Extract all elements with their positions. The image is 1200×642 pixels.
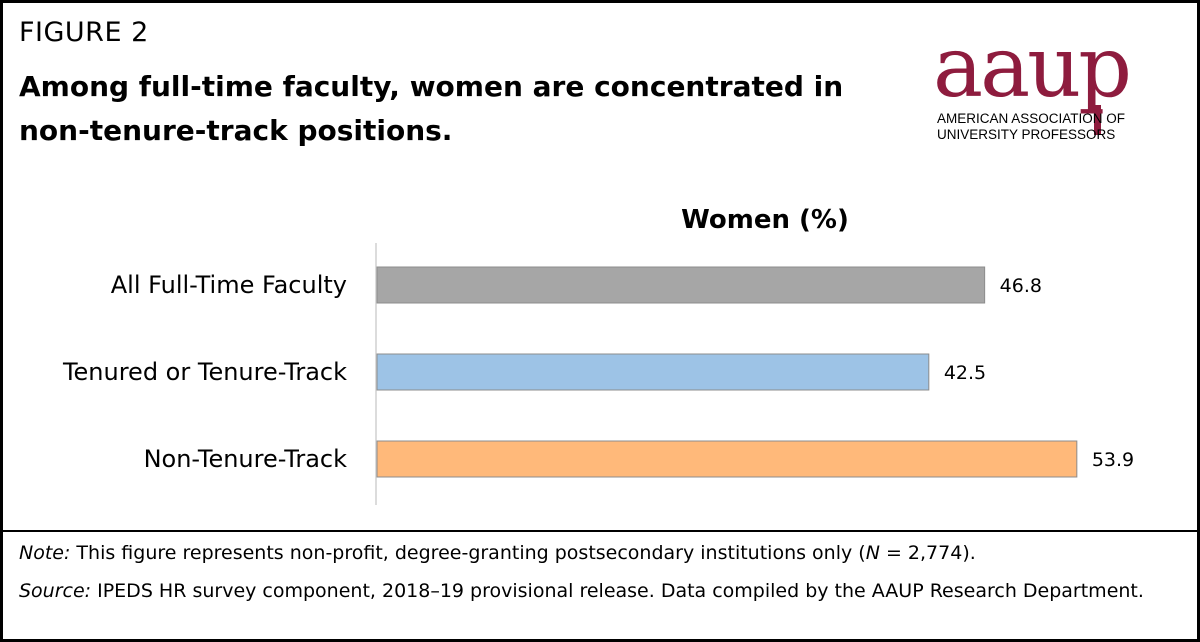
bar-1 <box>376 266 986 304</box>
note-n: N <box>865 542 880 564</box>
value-label-1: 46.8 <box>1000 275 1042 297</box>
chart-title: Women (%) <box>681 205 849 235</box>
logo-wordmark: aaup <box>933 18 1132 116</box>
logo-subtitle-line2: UNIVERSITY PROFESSORS <box>937 127 1116 142</box>
bar-chart: Women (%) All Full-Time Faculty 46.8 Tenure… <box>62 205 1134 505</box>
category-label-3: Non-Tenure-Track <box>144 445 348 473</box>
note-prefix: Note: <box>19 542 71 564</box>
note-line: Note: This figure represents non-profit,… <box>19 539 1179 567</box>
source-line: Source: IPEDS HR survey component, 2018–… <box>19 577 1179 605</box>
notes-divider <box>3 530 1197 532</box>
logo-accent-bar <box>1094 105 1101 135</box>
bar-3 <box>376 440 1078 478</box>
category-label-2: Tenured or Tenure-Track <box>62 358 347 386</box>
logo-subtitle: AMERICAN ASSOCIATION OF UNIVERSITY PROFE… <box>937 111 1125 143</box>
logo-subtitle-line1: AMERICAN ASSOCIATION OF <box>937 111 1126 126</box>
note-text-2: = 2,774). <box>879 542 976 564</box>
source-prefix: Source: <box>19 580 92 602</box>
category-label-1: All Full-Time Faculty <box>111 271 347 299</box>
value-label-2: 42.5 <box>944 362 986 384</box>
aaup-logo: aaup AMERICAN ASSOCIATION OF UNIVERSITY … <box>933 18 1183 143</box>
bar-2 <box>376 353 930 391</box>
figure-label: FIGURE 2 <box>19 17 149 48</box>
figure-title: Among full-time faculty, women are conce… <box>19 70 844 147</box>
value-label-3: 53.9 <box>1092 449 1134 471</box>
source-text: IPEDS HR survey component, 2018–19 provi… <box>91 580 1144 602</box>
note-text-1: This figure represents non-profit, degre… <box>70 542 866 564</box>
